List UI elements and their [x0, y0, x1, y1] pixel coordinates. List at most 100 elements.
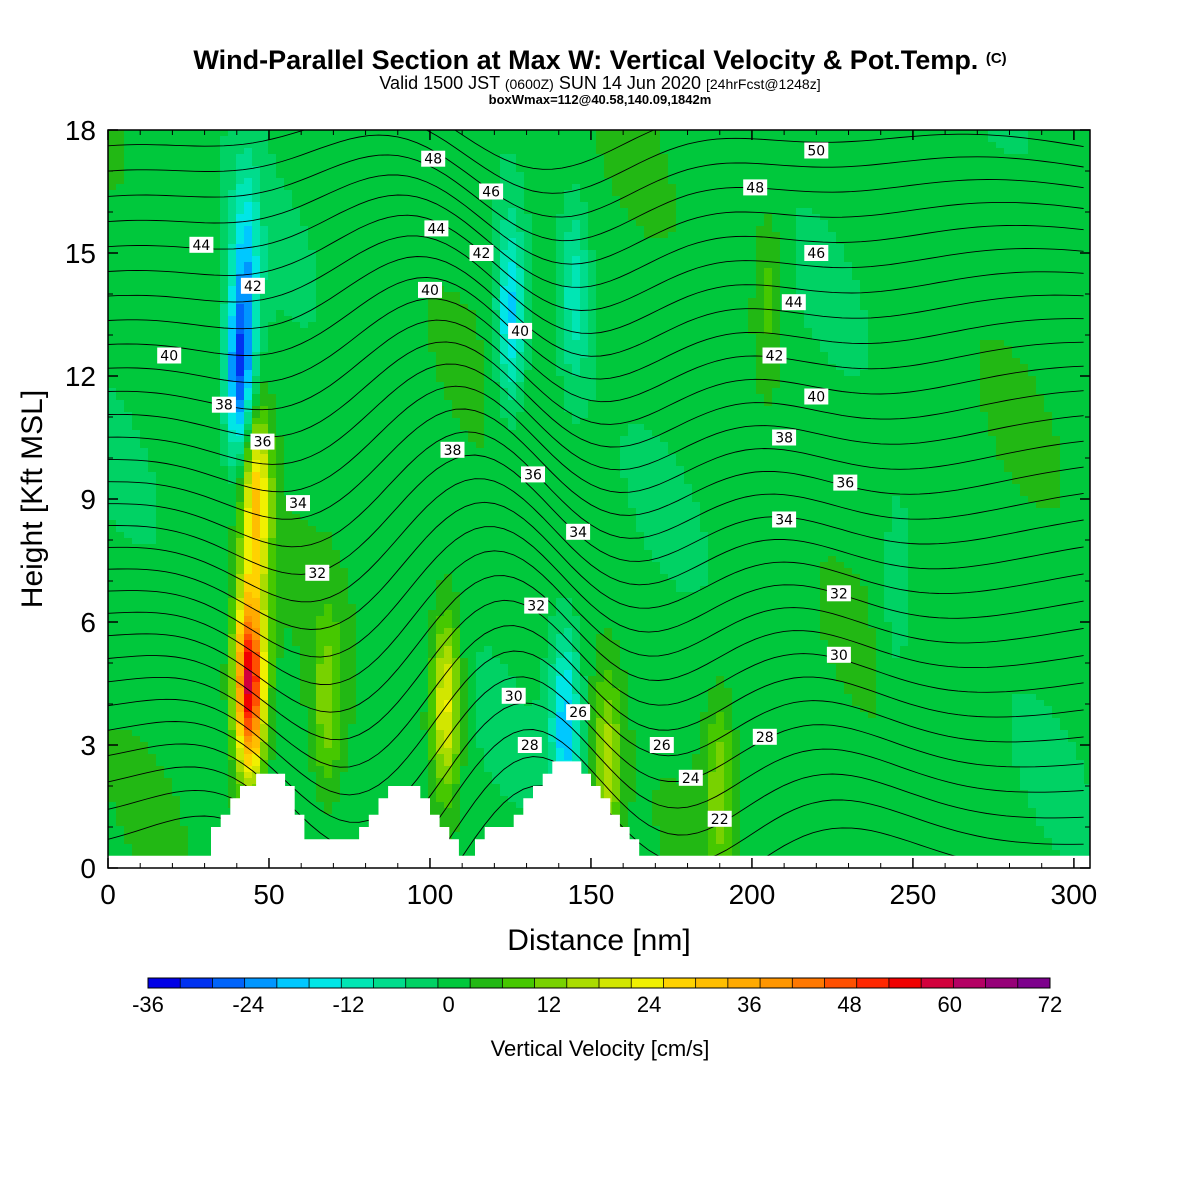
- theta-label-text: 34: [569, 525, 587, 541]
- colorbar-tick-label: 0: [443, 992, 455, 1017]
- theta-label: 36: [521, 466, 545, 483]
- valid-time: Valid 1500 JST: [379, 73, 500, 93]
- colorbar-swatch: [244, 978, 278, 988]
- theta-label: 44: [424, 220, 449, 237]
- theta-contour-30: [108, 550, 1084, 685]
- theta-label-text: 24: [682, 771, 700, 787]
- valid-utc: (0600Z): [504, 76, 554, 92]
- colorbar-swatch: [888, 978, 922, 988]
- colorbar-tick-label: 36: [737, 992, 761, 1017]
- box-info: boxWmax=112@40.58,140.09,1842m: [488, 92, 712, 107]
- theta-label-text: 38: [215, 398, 233, 414]
- colorbar-tick-label: 48: [837, 992, 861, 1017]
- theta-label-text: 46: [807, 246, 825, 262]
- theta-label-text: 28: [756, 730, 774, 746]
- theta-label-text: 48: [746, 180, 764, 196]
- y-tick-label: 12: [65, 361, 96, 392]
- theta-label-text: 44: [427, 221, 445, 237]
- theta-label: 40: [508, 322, 533, 340]
- forecast-info: [24hrFcst@1248z]: [705, 76, 821, 92]
- theta-label-text: 38: [775, 431, 793, 447]
- colorbar-tick-label: -24: [232, 992, 264, 1017]
- x-tick-label: 100: [407, 879, 454, 910]
- theta-label: 40: [804, 388, 829, 406]
- colorbar-swatch: [276, 978, 310, 988]
- theta-contour: [108, 134, 1084, 218]
- chart-title: Wind-Parallel Section at Max W: Vertical…: [193, 45, 1007, 75]
- chart-subtitle: Valid 1500 JST (0600Z) SUN 14 Jun 2020 […: [0, 73, 1200, 94]
- theta-label: 32: [524, 597, 549, 615]
- colorbar-swatch: [631, 978, 664, 988]
- theta-label: 40: [418, 281, 442, 299]
- theta-label: 34: [286, 495, 310, 512]
- colorbar-swatch: [309, 978, 342, 988]
- colorbar-swatch: [760, 978, 793, 988]
- theta-label: 34: [772, 511, 797, 529]
- theta-contour-50: [108, 130, 1084, 194]
- theta-label: 28: [517, 737, 542, 754]
- colorbar-swatch: [824, 978, 858, 988]
- theta-label-text: 32: [527, 599, 545, 615]
- theta-label: 32: [305, 564, 330, 582]
- theta-contour-42: [108, 276, 1084, 380]
- valid-date: SUN 14 Jun 2020: [558, 73, 701, 93]
- theta-label-text: 40: [511, 324, 529, 340]
- theta-label-text: 40: [807, 390, 825, 406]
- theta-contour: [108, 385, 1084, 493]
- y-tick-label: 6: [80, 607, 96, 638]
- theta-label: 30: [501, 687, 526, 705]
- colorbar-swatch: [856, 978, 890, 988]
- theta-label: 26: [649, 737, 674, 754]
- copyright-mark: (C): [985, 50, 1007, 67]
- theta-contour: [108, 478, 1084, 603]
- theta-label-text: 50: [807, 144, 825, 160]
- theta-label-text: 42: [473, 246, 491, 262]
- theta-label: 48: [421, 150, 446, 168]
- theta-label-text: 30: [830, 648, 848, 664]
- theta-label-text: 30: [505, 689, 523, 705]
- colorbar: -36 -24 -12 0 12 24 36 48 60 72: [132, 977, 1062, 1017]
- theta-contour-34: [108, 454, 1084, 575]
- y-tick-label: 0: [80, 853, 96, 884]
- y-tick-label: 3: [80, 730, 96, 761]
- theta-label: 46: [804, 245, 829, 262]
- theta-label-text: 32: [308, 566, 326, 582]
- x-tick-label: 0: [100, 879, 116, 910]
- theta-label-text: 22: [711, 812, 729, 828]
- theta-contour-36: [108, 408, 1084, 520]
- theta-label-text: 36: [524, 467, 542, 483]
- y-tick-label: 9: [80, 484, 96, 515]
- colorbar-tick-label: -36: [132, 992, 164, 1017]
- theta-label-text: 40: [421, 283, 439, 299]
- theta-contour-44: [108, 235, 1084, 334]
- theta-contour: [108, 676, 1084, 823]
- theta-contour-48: [108, 154, 1084, 242]
- colorbar-tick-label: 24: [637, 992, 661, 1017]
- theta-label: 32: [826, 585, 851, 602]
- theta-contour: [108, 214, 1084, 311]
- colorbar-swatch: [405, 978, 439, 988]
- theta-label: 44: [781, 294, 806, 311]
- colorbar-tick-label: 12: [537, 992, 561, 1017]
- theta-label-text: 44: [192, 238, 210, 254]
- theta-label: 50: [804, 142, 829, 160]
- colorbar-swatch: [212, 978, 246, 988]
- theta-label: 30: [826, 646, 851, 664]
- theta-label-text: 28: [521, 738, 539, 754]
- colorbar-label: Vertical Velocity [cm/s]: [490, 1036, 710, 1061]
- theta-contour-labels: 44 42 40 38 36 34 32 48 46 44 42 40 40 38 36 34 32 30 28 26…: [157, 142, 858, 828]
- colorbar-swatch: [985, 978, 1019, 988]
- theta-label-text: 42: [244, 279, 262, 295]
- x-tick-label: 150: [568, 879, 615, 910]
- x-tick-label: 250: [890, 879, 937, 910]
- colorbar-tick-label: 60: [938, 992, 962, 1017]
- theta-label: 42: [469, 245, 494, 262]
- colorbar-swatch: [663, 978, 697, 988]
- theta-contour: [454, 130, 656, 170]
- y-axis-label: Height [Kft MSL]: [16, 390, 49, 608]
- theta-label: 44: [189, 236, 214, 254]
- theta-label-text: 36: [254, 435, 272, 451]
- theta-label-text: 26: [569, 705, 587, 721]
